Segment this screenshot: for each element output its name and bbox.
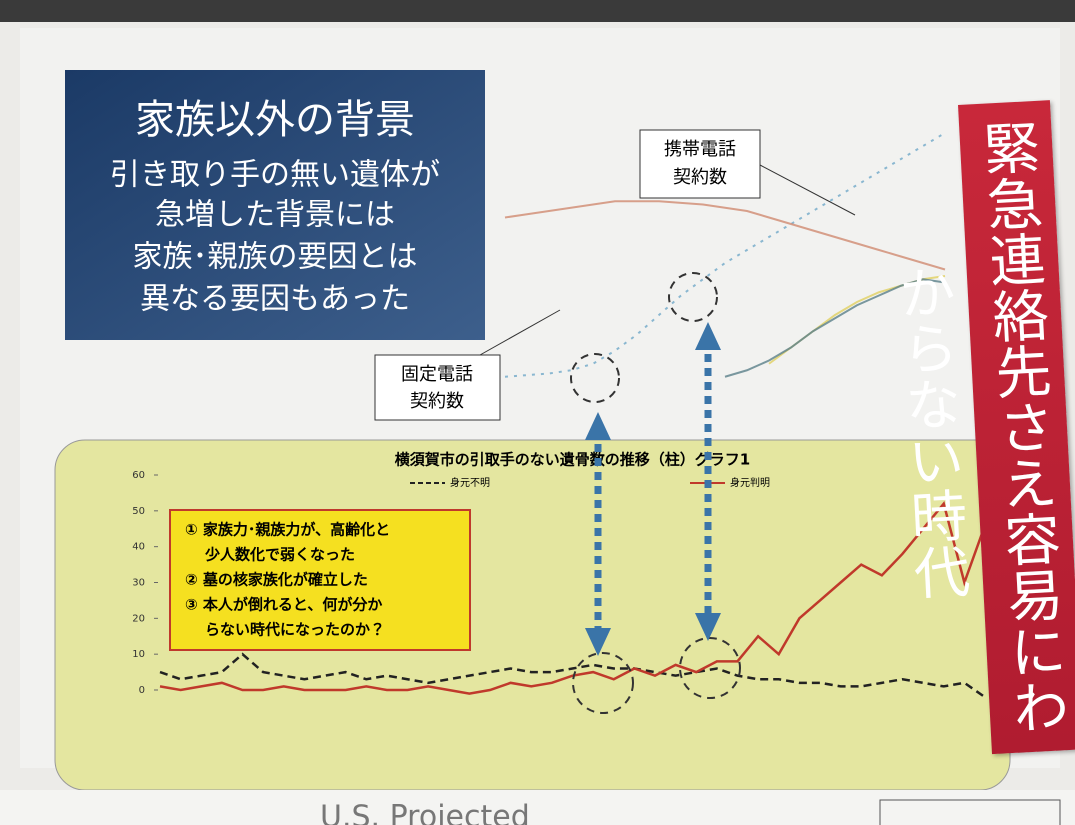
title-line: 引き取り手の無い遺体が: [110, 158, 440, 193]
title-line: 急増した背景には: [155, 198, 395, 233]
reason-text: 少人数化で弱くなった: [205, 546, 355, 564]
callout-text: 固定電話: [401, 364, 473, 385]
callout-text: 契約数: [410, 391, 464, 412]
legend-label: 身元不明: [450, 476, 490, 489]
y-tick-label: 50: [132, 506, 145, 517]
y-tick-label: 60: [132, 470, 145, 481]
legend-label: 身元判明: [730, 476, 770, 489]
footer-text: U.S. Projected: [320, 800, 530, 825]
callout-text: 契約数: [673, 167, 727, 188]
chart-title: 横須賀市の引取手のない遺骨数の推移（柱）グラフ1: [395, 451, 750, 469]
y-tick-label: 20: [132, 613, 145, 624]
reason-text: ③ 本人が倒れると、何が分か: [185, 596, 382, 614]
reason-text: らない時代になったのか？: [205, 621, 385, 639]
y-tick-label: 10: [132, 649, 145, 660]
title-line: 異なる要因もあった: [140, 282, 410, 317]
title-heading: 家族以外の背景: [135, 97, 415, 143]
reason-text: ① 家族力･親族力が、高齢化と: [185, 521, 390, 539]
reason-text: ② 墓の核家族化が確立した: [185, 571, 368, 589]
top-edge: [0, 0, 1075, 22]
y-tick-label: 0: [139, 685, 145, 696]
y-tick-label: 40: [132, 542, 145, 553]
callout-text: 携帯電話: [664, 139, 736, 160]
page: 家族以外の背景 引き取り手の無い遺体が 急増した背景には 家族･親族の要因とは …: [0, 0, 1075, 825]
title-line: 家族･親族の要因とは: [133, 240, 418, 275]
y-tick-label: 30: [132, 578, 145, 589]
next-page: [0, 790, 1075, 825]
